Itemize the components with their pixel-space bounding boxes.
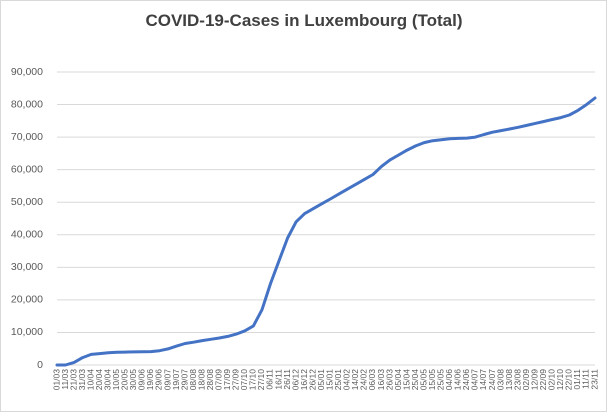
x-tick-label: 30/05: [128, 369, 138, 391]
x-tick-label: 10/05: [111, 369, 121, 391]
x-tick-label: 11/11: [581, 369, 591, 389]
x-tick-label: 10/04: [85, 369, 95, 391]
x-tick-label: 05/04: [393, 369, 403, 391]
x-tick-label: 23/08: [512, 369, 522, 391]
y-tick-label: 0: [37, 359, 43, 371]
x-tick-label: 16/03: [376, 369, 386, 391]
x-tick-label: 15/01: [325, 369, 335, 391]
y-tick-label: 30,000: [11, 261, 43, 273]
x-tick-label: 08/08: [188, 369, 198, 391]
x-tick-label: 17/10: [248, 369, 258, 391]
x-tick-label: 07/09: [214, 369, 224, 391]
x-tick-label: 29/07: [179, 369, 189, 391]
y-tick-label: 70,000: [11, 131, 43, 143]
x-tick-label: 21/03: [68, 369, 78, 391]
x-tick-label: 16/11: [273, 369, 283, 390]
x-tick-label: 06/12: [290, 369, 300, 391]
y-tick-label: 80,000: [11, 98, 43, 110]
x-tick-label: 09/06: [137, 369, 147, 391]
x-tick-label: 20/05: [120, 369, 130, 391]
x-tick-label: 01/11: [572, 369, 582, 390]
x-tick-label: 26/11: [282, 369, 292, 390]
x-tick-label: 27/10: [256, 369, 266, 391]
y-tick-label: 60,000: [11, 163, 43, 175]
x-tick-label: 14/02: [350, 369, 360, 391]
x-tick-label: 31/03: [77, 369, 87, 391]
x-tick-label: 22/10: [564, 369, 574, 391]
x-tick-label: 29/06: [154, 369, 164, 391]
x-tick-label: 11/03: [60, 369, 70, 390]
x-tick-label: 14/06: [453, 369, 463, 391]
x-tick-label: 25/05: [436, 369, 446, 391]
x-tick-label: 24/07: [487, 369, 497, 391]
y-tick-label: 90,000: [11, 66, 43, 78]
y-tick-label: 40,000: [11, 229, 43, 241]
x-tick-label: 20/04: [94, 369, 104, 391]
y-tick-label: 50,000: [11, 196, 43, 208]
x-tick-label: 24/02: [359, 369, 369, 391]
x-tick-label: 15/05: [427, 369, 437, 391]
x-tick-label: 06/03: [367, 369, 377, 391]
x-tick-label: 14/07: [478, 369, 488, 391]
x-tick-label: 07/10: [239, 369, 249, 391]
x-tick-label: 13/08: [504, 369, 514, 391]
x-tick-label: 04/07: [470, 369, 480, 391]
x-tick-label: 18/08: [196, 369, 206, 391]
x-tick-label: 05/05: [418, 369, 428, 391]
x-tick-label: 12/09: [529, 369, 539, 391]
x-tick-label: 01/03: [51, 369, 61, 391]
y-tick-label: 10,000: [11, 326, 43, 338]
x-tick-label: 03/08: [495, 369, 505, 391]
x-tick-label: 19/06: [145, 369, 155, 391]
x-tick-label: 22/09: [538, 369, 548, 391]
y-tick-label: 20,000: [11, 294, 43, 306]
chart-title: COVID-19-Cases in Luxembourg (Total): [145, 11, 462, 30]
x-tick-label: 02/10: [547, 369, 557, 391]
x-tick-label: 25/01: [333, 369, 343, 391]
x-tick-label: 04/02: [342, 369, 352, 391]
x-tick-label: 23/11: [589, 369, 599, 390]
x-tick-label: 19/07: [171, 369, 181, 391]
x-tick-label: 16/12: [299, 369, 309, 391]
x-tick-label: 04/06: [444, 369, 454, 391]
x-tick-label: 24/06: [461, 369, 471, 391]
x-tick-label: 12/10: [555, 369, 565, 391]
data-line: [55, 96, 597, 367]
x-tick-label: 17/09: [222, 369, 232, 391]
x-tick-label: 26/12: [307, 369, 317, 391]
x-tick-label: 28/08: [205, 369, 215, 391]
x-tick-label: 15/04: [401, 369, 411, 391]
x-tick-label: 05/01: [316, 369, 326, 391]
x-tick-label: 27/09: [231, 369, 241, 391]
x-tick-label: 02/09: [521, 369, 531, 391]
x-tick-label: 26/03: [384, 369, 394, 391]
x-tick-label: 30/04: [102, 369, 112, 391]
x-tick-label: 06/11: [265, 369, 275, 390]
x-tick-label: 09/07: [162, 369, 172, 391]
x-tick-label: 25/04: [410, 369, 420, 391]
